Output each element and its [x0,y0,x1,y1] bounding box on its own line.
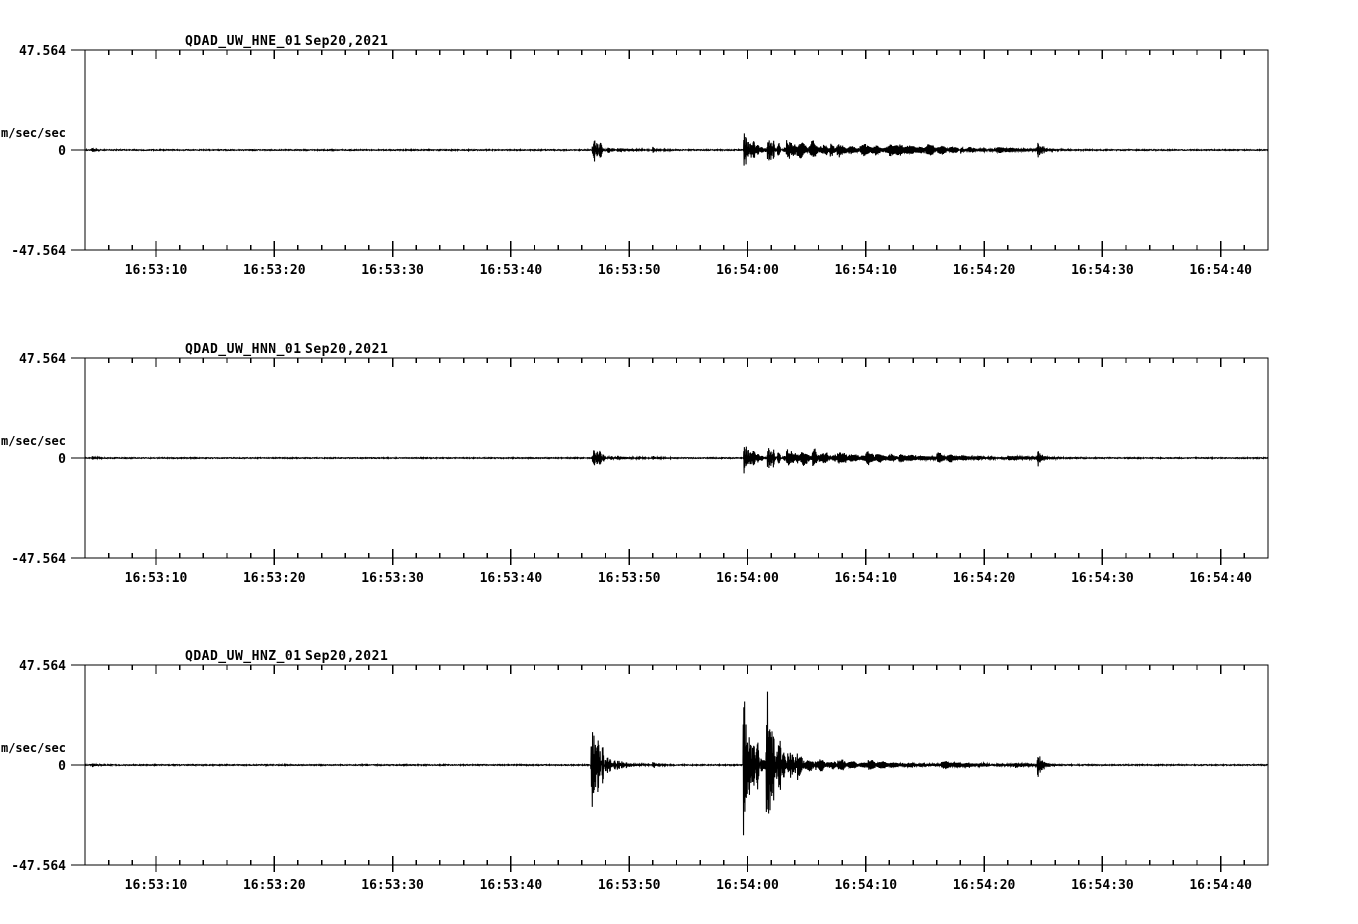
x-tick-label: 16:54:20 [953,263,1016,278]
y-tick-label: 47.564 [19,352,66,367]
plot-frame [84,664,1269,866]
x-tick-label: 16:54:40 [1189,263,1252,278]
x-tick-label: 16:53:40 [480,571,543,586]
x-tick-label: 16:54:00 [716,878,779,893]
plot-frame [84,49,1269,251]
x-tick-label: 16:53:30 [361,878,424,893]
panel-title: QDAD_UW_HNN_01 [185,342,302,357]
x-tick-label: 16:53:20 [243,571,306,586]
x-tick-label: 16:53:40 [480,263,543,278]
panel-title: QDAD_UW_HNE_01 [185,34,302,49]
x-tick-label: 16:54:00 [716,571,779,586]
x-tick-label: 16:54:10 [834,571,897,586]
x-tick-label: 16:53:40 [480,878,543,893]
x-tick-label: 16:54:20 [953,878,1016,893]
y-tick-label: 47.564 [19,44,66,59]
x-tick-label: 16:53:10 [125,878,188,893]
y-tick-label: 0 [58,144,66,159]
x-tick-label: 16:54:40 [1189,878,1252,893]
x-tick-label: 16:53:50 [598,263,661,278]
panel-date: Sep20,2021 [305,34,388,49]
waveform-trace [84,446,1269,474]
x-tick-label: 16:53:20 [243,263,306,278]
waveform-trace [84,691,1269,836]
waveform-trace [84,133,1269,166]
y-tick-label: -47.564 [11,244,66,259]
x-tick-label: 16:54:30 [1071,571,1134,586]
x-tick-label: 16:53:30 [361,263,424,278]
x-tick-label: 16:54:10 [834,263,897,278]
plot-frame [84,357,1269,559]
y-axis-unit-label: cm/sec/sec [0,434,66,448]
y-tick-label: 0 [58,759,66,774]
y-tick-label: 0 [58,452,66,467]
y-tick-label: -47.564 [11,859,66,874]
panel-date: Sep20,2021 [305,342,388,357]
x-tick-label: 16:54:00 [716,263,779,278]
x-tick-label: 16:54:10 [834,878,897,893]
x-tick-label: 16:54:30 [1071,878,1134,893]
x-tick-label: 16:53:20 [243,878,306,893]
x-tick-label: 16:53:50 [598,571,661,586]
x-tick-label: 16:53:50 [598,878,661,893]
x-tick-label: 16:53:10 [125,263,188,278]
y-tick-label: 47.564 [19,659,66,674]
x-tick-label: 16:54:30 [1071,263,1134,278]
x-tick-label: 16:53:30 [361,571,424,586]
y-tick-label: -47.564 [11,552,66,567]
x-tick-label: 16:54:40 [1189,571,1252,586]
panel-title: QDAD_UW_HNZ_01 [185,649,302,664]
y-axis-unit-label: cm/sec/sec [0,126,66,140]
panel-date: Sep20,2021 [305,649,388,664]
x-tick-label: 16:53:10 [125,571,188,586]
y-axis-unit-label: cm/sec/sec [0,741,66,755]
x-tick-label: 16:54:20 [953,571,1016,586]
